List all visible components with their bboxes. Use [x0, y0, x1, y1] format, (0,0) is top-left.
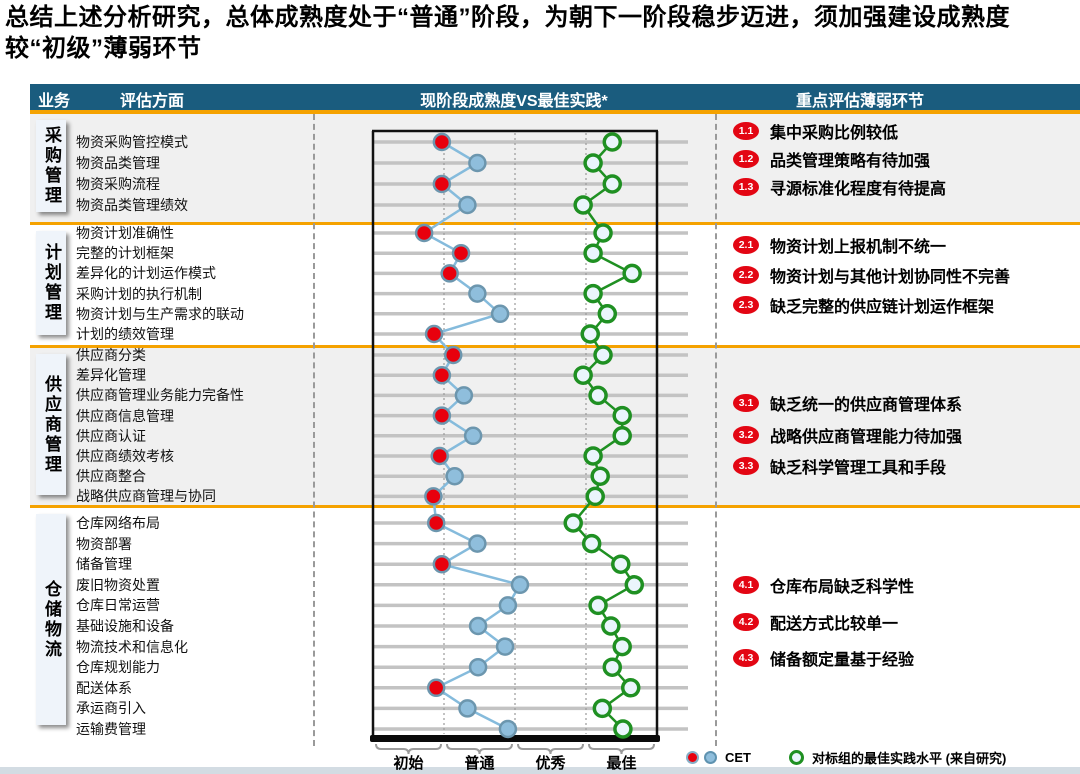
weak-point-text: 缺乏完整的供应链计划运作框架 [770, 299, 995, 316]
aspect-label: 供应商绩效考核 [76, 448, 174, 464]
category-label-3: 供应商管理 [36, 354, 66, 495]
weak-point-text: 物资计划与其他计划协同性不完善 [770, 269, 1011, 286]
aspect-label: 差异化的计划运作模式 [76, 265, 216, 282]
aspect-label: 完整的计划框架 [76, 245, 174, 262]
weak-point-text: 寻源标准化程度有待提高 [770, 181, 947, 198]
weak-point-badge: 2.1 [733, 236, 759, 254]
section-divider [30, 505, 1080, 508]
weak-point-item: 3.3 缺乏科学管理工具和手段 [733, 454, 946, 478]
aspect-label: 储备管理 [76, 556, 132, 573]
aspect-label: 物资计划准确性 [76, 225, 174, 241]
aspect-label: 物流技术和信息化 [76, 638, 188, 655]
aspect-label: 供应商认证 [76, 427, 146, 444]
axis-bar [370, 735, 660, 742]
weak-point-text: 配送方式比较单一 [770, 615, 899, 633]
aspect-label: 运输费管理 [76, 721, 146, 737]
weak-point-text: 集中采购比例较低 [770, 125, 899, 142]
category-label-2: 计划管理 [36, 231, 66, 335]
weak-point-text: 仓库布局缺乏科学性 [770, 579, 915, 596]
aspect-label: 基础设施和设备 [76, 618, 174, 634]
weak-point-item: 4.3 储备额定量基于经验 [733, 646, 914, 670]
aspect-label: 供应商管理业务能力完备性 [76, 387, 244, 404]
axis-brace [588, 743, 655, 755]
axis-brace [375, 743, 442, 755]
section-divider [30, 345, 1080, 348]
legend-best-practice-ring-icon [789, 749, 804, 765]
aspect-label: 物资品类管理绩效 [76, 197, 188, 213]
weak-point-badge: 1.2 [733, 150, 759, 168]
section-band-2 [30, 225, 1080, 345]
weak-point-badge: 1.1 [733, 122, 759, 140]
aspect-label: 采购计划的执行机制 [76, 285, 202, 302]
aspect-label: 物资计划与生产需求的联动 [76, 305, 244, 322]
bottom-strip [0, 767, 1080, 774]
weak-point-badge: 1.3 [733, 178, 759, 196]
weak-point-item: 4.1 仓库布局缺乏科学性 [733, 573, 914, 597]
column-separator-left [313, 114, 315, 746]
section-divider [30, 222, 1080, 225]
column-header-aspect: 评估方面 [120, 93, 185, 110]
aspect-label: 物资部署 [76, 535, 132, 552]
weak-point-badge: 4.1 [733, 576, 759, 594]
weak-point-badge: 4.2 [733, 612, 759, 631]
weak-point-item: 2.1 物资计划上报机制不统一 [733, 233, 946, 257]
column-separator-right [715, 114, 717, 746]
aspect-label: 物资采购流程 [76, 176, 160, 192]
aspect-label: 战略供应商管理与协同 [76, 488, 216, 505]
legend-cet-label: CET [725, 749, 751, 765]
weak-point-badge: 4.3 [733, 649, 759, 667]
column-header-weak-points: 重点评估薄弱环节 [795, 93, 924, 110]
weak-point-item: 2.3 缺乏完整的供应链计划运作框架 [733, 293, 994, 317]
aspect-label: 供应商分类 [76, 347, 146, 363]
legend-cet-red-dot-icon [686, 750, 699, 764]
aspect-label: 仓库网络布局 [76, 515, 160, 531]
aspect-label: 供应商信息管理 [76, 407, 174, 424]
page-title: 总结上述分析研究，总体成熟度处于“普通”阶段，为朝下一阶段稳步迈进，须加强建设成… [5, 4, 1010, 62]
category-label-1: 采购管理 [36, 120, 66, 212]
column-header-chart: 现阶段成熟度VS最佳实践* [420, 93, 608, 110]
axis-brace [517, 743, 584, 755]
aspect-label: 物资采购管控模式 [76, 134, 188, 150]
weak-point-item: 1.3 寻源标准化程度有待提高 [733, 175, 946, 199]
weak-point-badge: 3.2 [733, 425, 759, 444]
aspect-label: 仓库日常运营 [76, 597, 160, 614]
weak-point-text: 储备额定量基于经验 [770, 652, 915, 669]
aspect-label: 供应商整合 [76, 468, 146, 485]
weak-point-badge: 3.3 [733, 457, 759, 475]
weak-point-item: 4.2 配送方式比较单一 [733, 610, 898, 634]
weak-point-text: 缺乏科学管理工具和手段 [770, 460, 947, 477]
column-header-business: 业务 [38, 93, 71, 110]
weak-point-item: 3.2 战略供应商管理能力待加强 [733, 423, 962, 447]
aspect-label: 配送体系 [76, 679, 132, 696]
aspect-label: 废旧物资处置 [76, 576, 160, 593]
legend-best-practice-label: 对标组的最佳实践水平 (来自研究) [812, 750, 1007, 766]
weak-point-text: 战略供应商管理能力待加强 [770, 428, 963, 446]
weak-point-item: 3.1 缺乏统一的供应商管理体系 [733, 391, 962, 415]
aspect-label: 仓库规划能力 [76, 659, 160, 676]
weak-point-text: 缺乏统一的供应商管理体系 [770, 397, 963, 414]
weak-point-text: 物资计划上报机制不统一 [770, 239, 947, 256]
aspect-label: 物资品类管理 [76, 155, 160, 171]
weak-point-text: 品类管理策略有待加强 [770, 153, 931, 170]
weak-point-badge: 2.2 [733, 266, 759, 284]
weak-point-item: 2.2 物资计划与其他计划协同性不完善 [733, 263, 1010, 287]
weak-point-badge: 3.1 [733, 394, 759, 412]
aspect-label: 差异化管理 [76, 367, 146, 384]
weak-point-badge: 2.3 [733, 296, 759, 314]
weak-point-item: 1.2 品类管理策略有待加强 [733, 147, 930, 171]
aspect-label: 计划的绩效管理 [76, 326, 174, 342]
category-label-4: 仓储物流 [36, 514, 66, 725]
aspect-label: 承运商引入 [76, 700, 146, 717]
weak-point-item: 1.1 集中采购比例较低 [733, 119, 898, 143]
section-band-4 [30, 508, 1080, 735]
table-header: 业务 评估方面 现阶段成熟度VS最佳实践* 重点评估薄弱环节 [30, 84, 1080, 114]
axis-brace [446, 743, 513, 755]
legend-cet-blue-dot-icon [704, 750, 717, 764]
chart-legend: CET 对标组的最佳实践水平 (来自研究) [686, 744, 1006, 770]
